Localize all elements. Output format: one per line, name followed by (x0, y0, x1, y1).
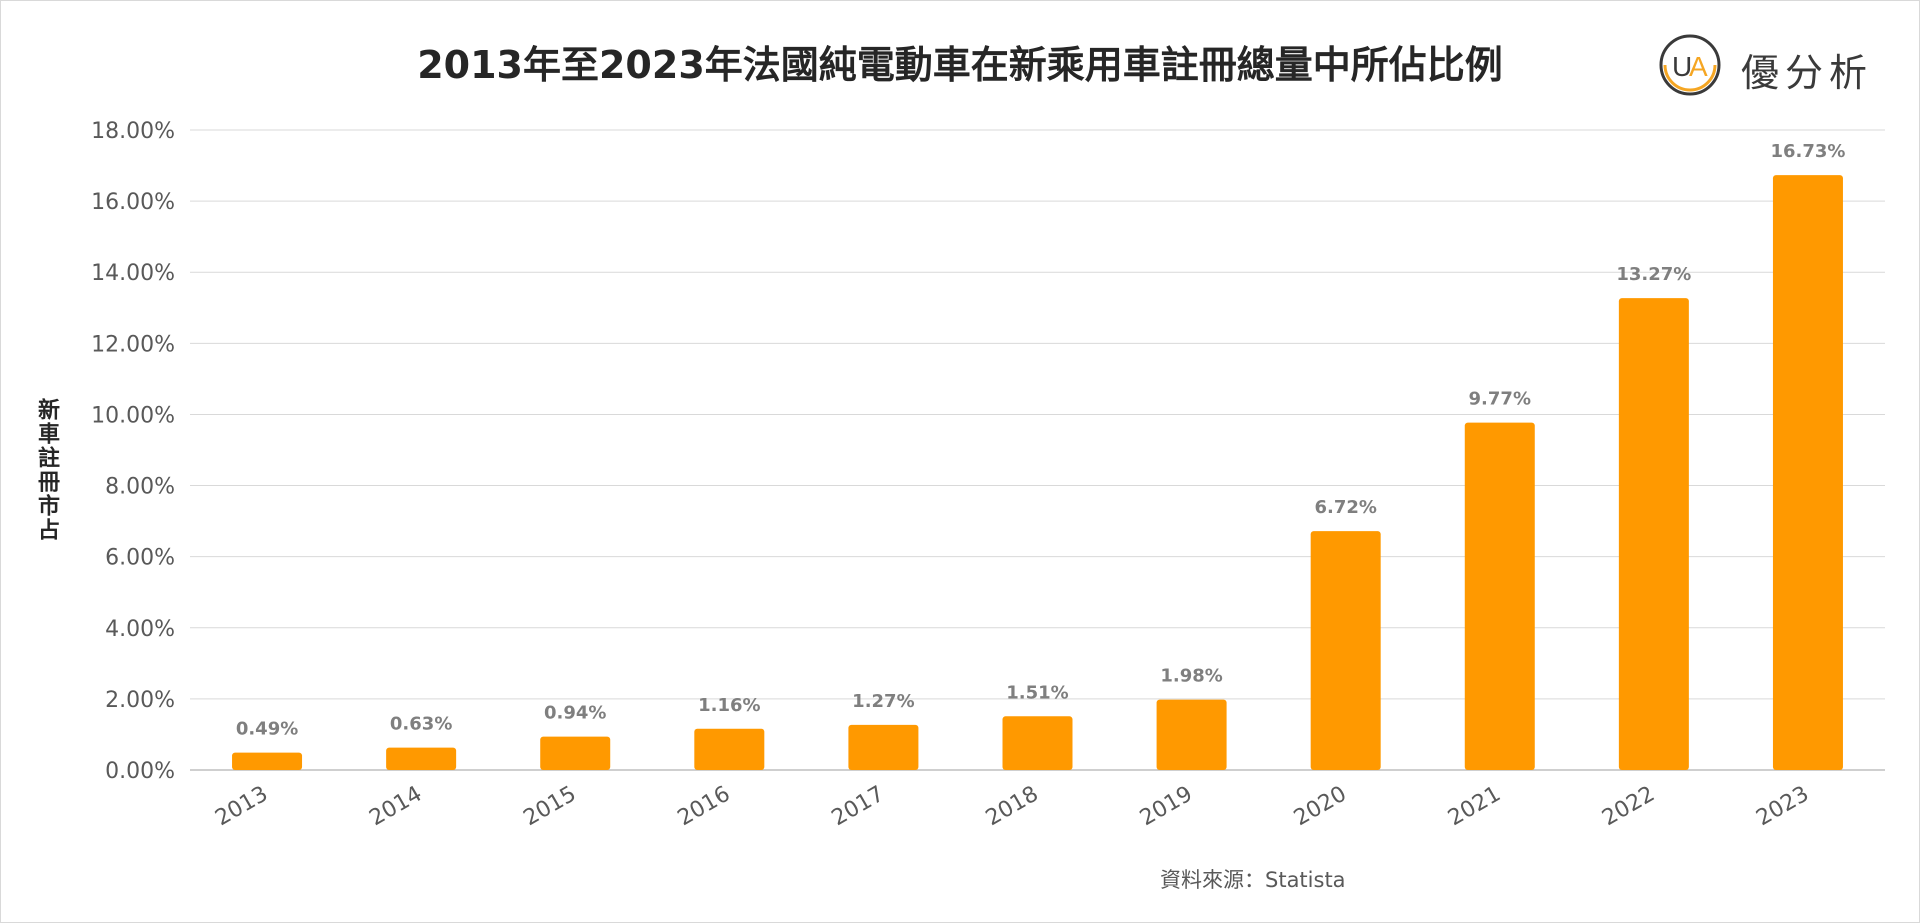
bar (1772, 175, 1843, 771)
x-tick-label: 2018 (982, 782, 1043, 832)
bar (540, 736, 611, 770)
data-label: 0.63% (390, 714, 452, 735)
x-tick-label: 2013 (211, 782, 272, 832)
bar (1310, 531, 1381, 770)
y-tick-label: 2.00% (105, 688, 175, 713)
data-label: 13.27% (1616, 264, 1691, 285)
bar (1618, 298, 1689, 770)
bar (232, 752, 303, 770)
x-tick-label: 2020 (1290, 782, 1351, 832)
y-tick-label: 16.00% (91, 190, 175, 215)
source-note: 資料來源：Statista (1160, 868, 1346, 892)
data-label: 9.77% (1469, 389, 1531, 410)
y-tick-label: 0.00% (105, 759, 175, 784)
data-label: 1.27% (852, 691, 914, 712)
x-tick-label: 2014 (365, 782, 426, 832)
logo-mark-u: U (1672, 51, 1692, 82)
logo-text: 優分析 (1741, 51, 1874, 95)
x-tick-label: 2016 (674, 782, 735, 832)
y-tick-label: 10.00% (91, 403, 175, 428)
ua-logo-icon: U A (1659, 34, 1721, 96)
x-tick-label: 2023 (1752, 782, 1813, 832)
y-tick-label: 4.00% (105, 617, 175, 642)
x-tick-label: 2019 (1136, 782, 1197, 832)
y-tick-label: 18.00% (91, 119, 175, 144)
x-tick-label: 2015 (519, 782, 580, 832)
data-label: 1.16% (698, 695, 760, 716)
x-tick-label: 2017 (828, 782, 889, 832)
data-label: 0.49% (236, 719, 298, 740)
x-tick-label: 2022 (1598, 782, 1659, 832)
logo-mark-a: A (1689, 51, 1708, 82)
brand-logo: U A 優分析 (1655, 32, 1885, 102)
chart-title: 2013年至2023年法國純電動車在新乘用車註冊總量中所佔比例 (417, 43, 1503, 87)
bar (386, 747, 457, 770)
bar (1002, 716, 1073, 770)
bar (694, 728, 765, 770)
bar (1156, 699, 1227, 770)
y-tick-label: 12.00% (91, 332, 175, 357)
data-label: 1.98% (1160, 666, 1222, 687)
data-label: 0.94% (544, 703, 606, 724)
x-tick-label: 2021 (1444, 782, 1505, 832)
bar (1464, 422, 1535, 770)
data-label: 16.73% (1770, 141, 1845, 162)
data-label: 1.51% (1006, 682, 1068, 703)
y-tick-label: 8.00% (105, 475, 175, 500)
bar (848, 724, 919, 770)
y-axis-label: 新車註冊市占 (34, 398, 59, 542)
y-tick-label: 14.00% (91, 261, 175, 286)
data-label: 6.72% (1314, 497, 1376, 518)
y-tick-label: 6.00% (105, 546, 175, 571)
